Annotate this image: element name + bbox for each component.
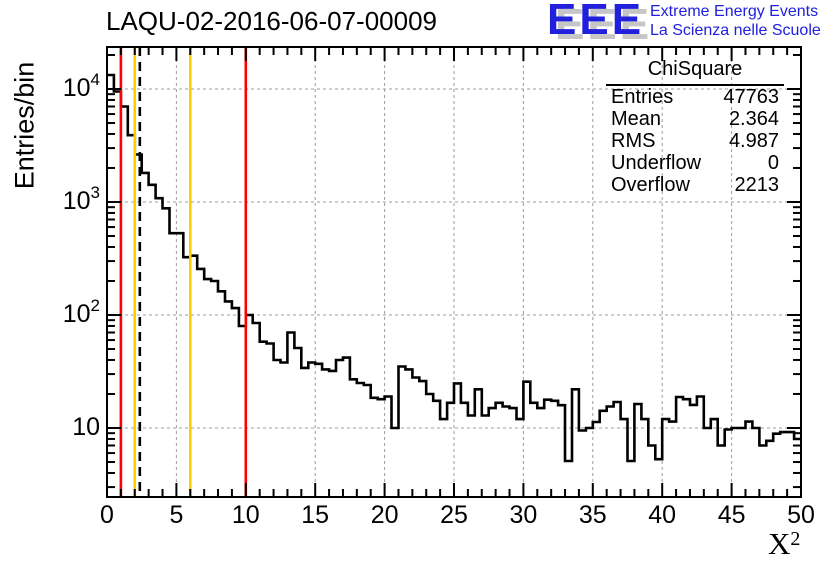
x-axis-title-exponent: 2 bbox=[790, 528, 801, 550]
axis-ticks bbox=[106, 47, 802, 497]
stats-value: 2213 bbox=[734, 174, 780, 196]
stats-row-entries: Entries 47763 bbox=[606, 86, 784, 108]
stats-value: 2.364 bbox=[728, 108, 779, 130]
svg-text:35: 35 bbox=[579, 501, 607, 529]
stats-label: Overflow bbox=[611, 174, 690, 196]
svg-text:45: 45 bbox=[718, 501, 746, 529]
stats-box: ChiSquare Entries 47763 Mean 2.364 RMS 4… bbox=[606, 58, 784, 196]
svg-text:0: 0 bbox=[100, 501, 114, 529]
svg-text:5: 5 bbox=[169, 501, 183, 529]
eee-logo-line1: Extreme Energy Events bbox=[650, 3, 819, 20]
stats-row-underflow: Underflow 0 bbox=[606, 152, 784, 174]
svg-text:25: 25 bbox=[440, 501, 468, 529]
y-axis-title: Entries/bin bbox=[9, 61, 40, 190]
stats-value: 47763 bbox=[723, 86, 779, 108]
x-tick-labels: 0 5 10 15 20 25 30 35 40 45 50 bbox=[100, 501, 815, 529]
x-axis-title-base: X bbox=[768, 526, 791, 561]
stats-row-overflow: Overflow 2213 bbox=[606, 174, 784, 196]
marker-lines bbox=[119, 47, 248, 497]
y-tick-labels: 104 103 102 10 bbox=[63, 70, 100, 441]
svg-text:20: 20 bbox=[371, 501, 399, 529]
svg-text:10: 10 bbox=[232, 501, 260, 529]
stats-label: RMS bbox=[611, 130, 656, 152]
stats-value: 0 bbox=[767, 152, 779, 174]
svg-text:15: 15 bbox=[301, 501, 329, 529]
stats-label: Entries bbox=[611, 86, 674, 108]
eee-logo-line2: La Scienza nelle Scuole bbox=[650, 22, 821, 39]
svg-text:30: 30 bbox=[509, 501, 537, 529]
svg-text:103: 103 bbox=[63, 183, 100, 215]
stats-value: 4.987 bbox=[728, 130, 779, 152]
stats-row-mean: Mean 2.364 bbox=[606, 108, 784, 130]
stats-header: ChiSquare bbox=[606, 58, 784, 86]
stats-row-rms: RMS 4.987 bbox=[606, 130, 784, 152]
histogram-line bbox=[107, 73, 801, 463]
stats-label: Underflow bbox=[611, 152, 702, 174]
stats-label: Mean bbox=[611, 108, 662, 130]
eee-logo-text: Extreme Energy Events La Scienza nelle S… bbox=[650, 2, 821, 40]
x-axis-title: X2 bbox=[768, 526, 800, 562]
svg-text:10: 10 bbox=[72, 413, 100, 441]
eee-logo-letters: EEE bbox=[547, 0, 645, 44]
eee-logo: EEE Extreme Energy Events La Scienza nel… bbox=[543, 0, 835, 45]
plot-title: LAQU-02-2016-06-07-00009 bbox=[106, 6, 437, 36]
svg-text:102: 102 bbox=[63, 296, 100, 328]
svg-text:104: 104 bbox=[63, 70, 100, 102]
svg-text:40: 40 bbox=[648, 501, 676, 529]
svg-text:50: 50 bbox=[787, 501, 815, 529]
